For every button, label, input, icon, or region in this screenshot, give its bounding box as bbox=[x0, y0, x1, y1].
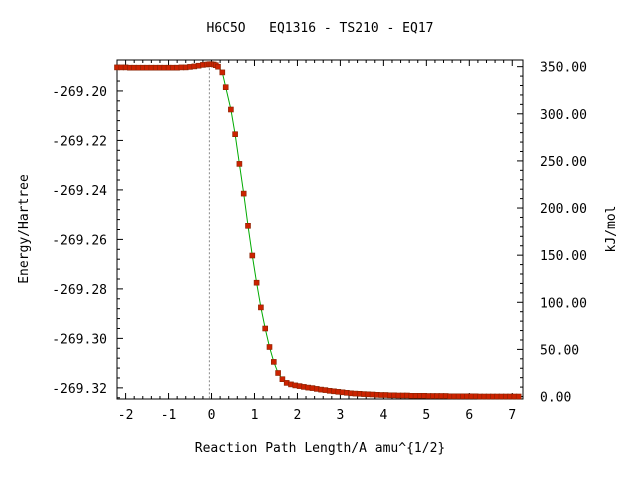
y-axis-ticks: -269.32 -269.30 -269.28 -269.26 -269.24 -269.… bbox=[52, 80, 123, 399]
data-point bbox=[266, 344, 273, 350]
x-tick-label: 5 bbox=[422, 408, 430, 423]
x-tick-label: 0 bbox=[208, 408, 216, 423]
y-axis-title: Energy/Hartree bbox=[17, 174, 32, 284]
x-axis-ticks: -2 -1 0 1 2 3 4 5 6 7 bbox=[116, 60, 516, 423]
data-point bbox=[236, 161, 243, 167]
data-point bbox=[222, 84, 229, 90]
energy-profile-line bbox=[117, 63, 519, 397]
y2-tick-label: 200.00 bbox=[540, 202, 587, 217]
y-tick-label: -269.24 bbox=[52, 184, 107, 199]
x-tick-label: 4 bbox=[379, 408, 387, 423]
data-point bbox=[258, 304, 264, 311]
y-tick-label: -269.20 bbox=[52, 85, 107, 100]
data-point bbox=[240, 190, 247, 197]
energy-profile-points bbox=[114, 61, 522, 400]
y-tick-label: -269.26 bbox=[52, 233, 107, 248]
data-point bbox=[279, 376, 286, 383]
y2-tick-label: 350.00 bbox=[540, 61, 587, 76]
y-tick-label: -269.32 bbox=[52, 382, 107, 397]
y2-axis-ticks: 0.00 50.00 100.00 150.00 200.00 250.00 300.00 3… bbox=[517, 61, 587, 406]
y-tick-label: -269.22 bbox=[52, 134, 107, 149]
data-point bbox=[515, 393, 522, 400]
y-tick-label: -269.30 bbox=[52, 332, 107, 347]
data-point bbox=[262, 325, 269, 332]
x-tick-label: 7 bbox=[508, 408, 516, 423]
data-point bbox=[219, 69, 226, 76]
x-tick-label: -2 bbox=[118, 408, 134, 423]
y2-tick-label: 100.00 bbox=[540, 296, 587, 311]
plot-frame bbox=[116, 59, 524, 400]
data-point bbox=[232, 131, 238, 137]
x-tick-label: 3 bbox=[336, 408, 344, 423]
y2-tick-label: 0.00 bbox=[540, 391, 571, 406]
data-point bbox=[228, 106, 234, 113]
x-tick-label: 1 bbox=[251, 408, 259, 423]
y2-axis-title: kJ/mol bbox=[604, 206, 619, 253]
data-point bbox=[270, 359, 277, 365]
x-tick-label: 2 bbox=[294, 408, 302, 423]
y2-tick-label: 50.00 bbox=[540, 343, 579, 358]
x-tick-label: -1 bbox=[161, 408, 177, 423]
x-axis-title: Reaction Path Length/A amu^{1/2} bbox=[195, 441, 445, 456]
y2-tick-label: 250.00 bbox=[540, 155, 587, 170]
y-tick-label: -269.28 bbox=[52, 283, 107, 298]
x-tick-label: 6 bbox=[465, 408, 473, 423]
y2-tick-label: 300.00 bbox=[540, 108, 587, 123]
y2-tick-label: 150.00 bbox=[540, 249, 587, 264]
data-point bbox=[275, 370, 281, 376]
data-point bbox=[249, 252, 256, 259]
data-point bbox=[245, 223, 251, 229]
chart-title: H6C5O EQ1316 - TS210 - EQ17 bbox=[207, 21, 434, 36]
data-point bbox=[253, 279, 260, 286]
data-point bbox=[215, 63, 221, 70]
